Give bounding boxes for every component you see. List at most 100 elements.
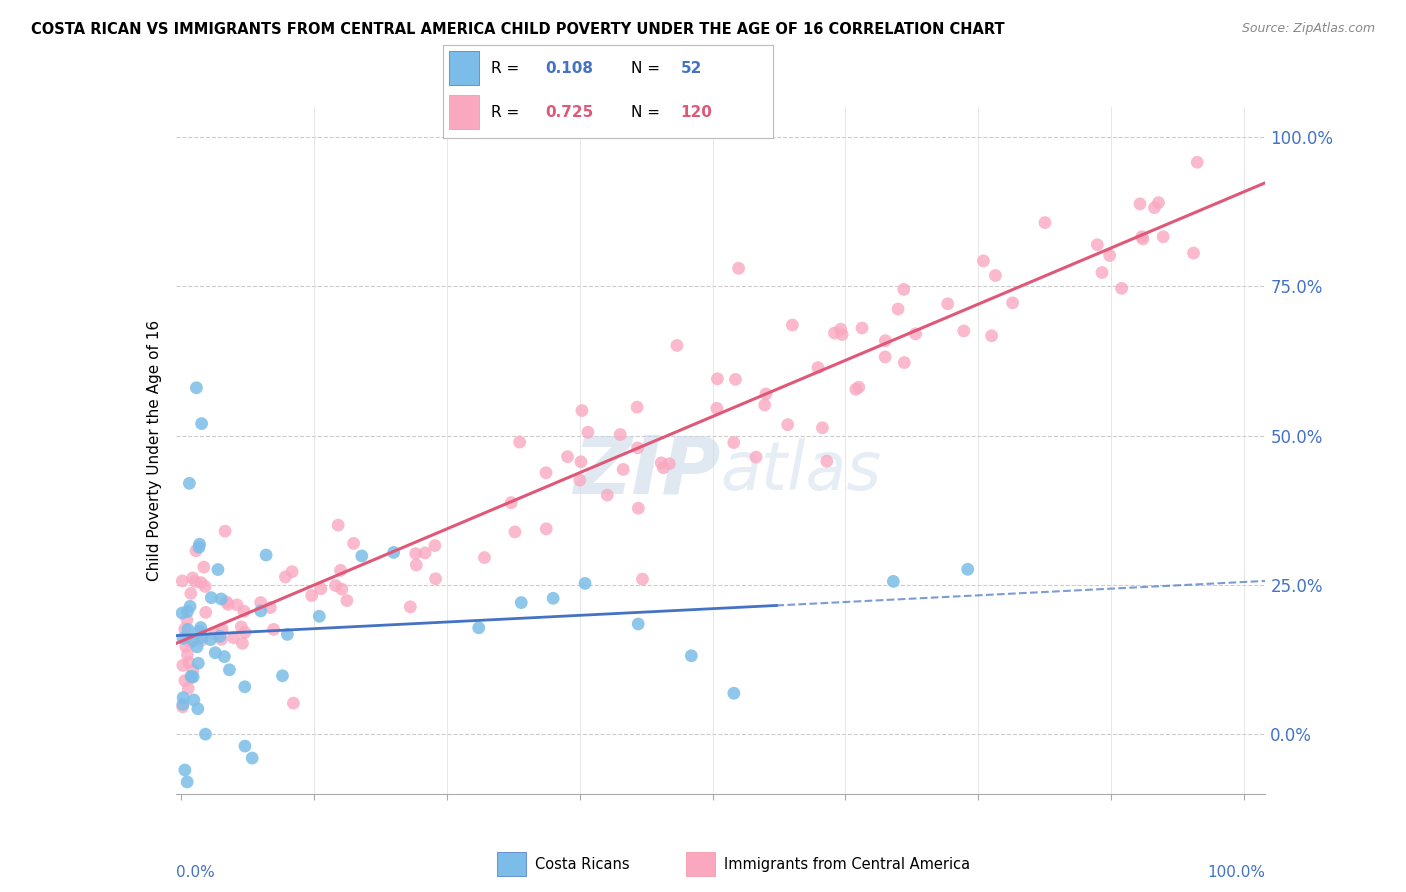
Point — [1147, 195, 1170, 210]
Text: 0.0%: 0.0% — [176, 864, 215, 880]
Point — [936, 297, 959, 311]
Text: N =: N = — [631, 61, 665, 76]
Point — [173, 622, 195, 636]
Point — [233, 625, 256, 640]
Point — [824, 326, 846, 340]
Point — [423, 539, 446, 553]
Text: 52: 52 — [681, 61, 702, 76]
Point — [176, 613, 198, 627]
Point — [218, 663, 240, 677]
Point — [271, 669, 294, 683]
Point — [596, 488, 619, 502]
Text: R =: R = — [491, 104, 524, 120]
Point — [612, 462, 634, 476]
Point — [181, 571, 204, 585]
Point — [194, 727, 217, 741]
Point — [328, 518, 350, 533]
Point — [190, 575, 212, 590]
Point — [724, 372, 747, 386]
Point — [263, 623, 285, 637]
Point — [815, 454, 838, 468]
Point — [665, 338, 688, 352]
Text: 100.0%: 100.0% — [1208, 864, 1265, 880]
Point — [301, 589, 323, 603]
Point — [193, 560, 215, 574]
Point — [727, 261, 749, 276]
Text: Costa Ricans: Costa Ricans — [534, 857, 630, 871]
Point — [984, 268, 1007, 283]
Point — [626, 400, 648, 414]
Point — [186, 381, 208, 395]
Point — [956, 562, 979, 576]
Point — [172, 658, 194, 673]
Point — [893, 355, 915, 369]
Point — [399, 599, 422, 614]
Point — [190, 633, 212, 648]
Point — [413, 546, 436, 560]
Point — [510, 596, 533, 610]
Point — [259, 600, 281, 615]
Point — [309, 582, 332, 596]
Point — [536, 522, 558, 536]
Point — [172, 699, 194, 714]
Point — [176, 648, 198, 662]
Text: R =: R = — [491, 61, 524, 76]
Point — [576, 425, 599, 440]
Point — [754, 398, 776, 412]
Point — [177, 681, 200, 696]
Point — [882, 574, 904, 589]
Point — [425, 572, 447, 586]
Point — [274, 570, 297, 584]
Point — [745, 450, 768, 464]
Point — [706, 372, 728, 386]
Point — [350, 549, 373, 563]
Point — [887, 301, 910, 316]
Point — [283, 696, 305, 710]
Point — [191, 630, 214, 644]
Point — [807, 360, 830, 375]
Bar — [686, 853, 714, 876]
Point — [776, 417, 799, 432]
Point — [240, 751, 263, 765]
Text: Source: ZipAtlas.com: Source: ZipAtlas.com — [1241, 22, 1375, 36]
Text: Immigrants from Central America: Immigrants from Central America — [724, 857, 970, 871]
Point — [952, 324, 974, 338]
Point — [980, 328, 1002, 343]
Point — [609, 427, 631, 442]
Point — [194, 579, 217, 593]
Text: 0.108: 0.108 — [546, 61, 593, 76]
Point — [501, 496, 523, 510]
Point — [276, 627, 298, 641]
Point — [1001, 295, 1024, 310]
Point — [233, 739, 256, 753]
Point — [180, 670, 202, 684]
Point — [658, 457, 681, 471]
Point — [723, 686, 745, 700]
Point — [249, 604, 271, 618]
Point — [681, 648, 703, 663]
Point — [1098, 248, 1121, 262]
Point — [204, 646, 226, 660]
Point — [254, 548, 277, 562]
Point — [217, 598, 239, 612]
Text: COSTA RICAN VS IMMIGRANTS FROM CENTRAL AMERICA CHILD POVERTY UNDER THE AGE OF 16: COSTA RICAN VS IMMIGRANTS FROM CENTRAL A… — [31, 22, 1004, 37]
Point — [1129, 197, 1152, 211]
Point — [1033, 216, 1056, 230]
Point — [1130, 229, 1153, 244]
Point — [231, 636, 253, 650]
Point — [180, 669, 202, 683]
Point — [723, 435, 745, 450]
Point — [177, 655, 200, 669]
Point — [652, 460, 675, 475]
Point — [755, 387, 778, 401]
Point — [1152, 229, 1174, 244]
Point — [811, 421, 834, 435]
Point — [172, 698, 194, 712]
Point — [177, 623, 200, 637]
Point — [534, 466, 557, 480]
Point — [627, 501, 650, 516]
Y-axis label: Child Poverty Under the Age of 16: Child Poverty Under the Age of 16 — [146, 320, 162, 581]
Bar — [450, 51, 479, 85]
Point — [249, 595, 271, 609]
Point — [209, 591, 232, 606]
